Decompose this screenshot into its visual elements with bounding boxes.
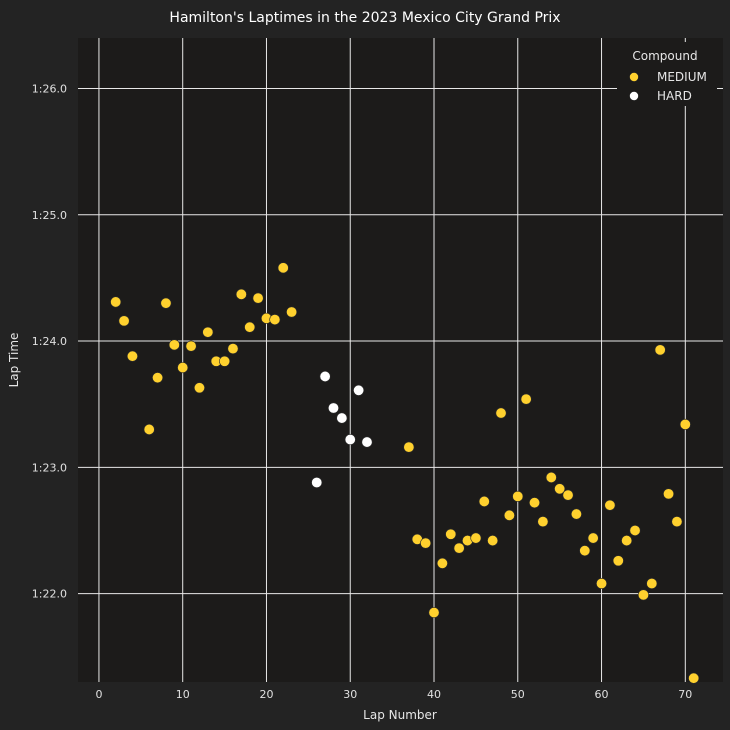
point-medium — [671, 516, 683, 528]
legend-label-medium: MEDIUM — [657, 70, 707, 84]
point-medium — [403, 441, 415, 453]
point-medium — [679, 418, 691, 430]
x-tick-label: 50 — [511, 688, 525, 701]
point-medium — [185, 340, 197, 352]
point-medium — [420, 537, 432, 549]
x-tick-label: 60 — [595, 688, 609, 701]
point-medium — [202, 326, 214, 338]
point-medium — [143, 423, 155, 435]
x-tick-label: 40 — [427, 688, 441, 701]
point-medium — [445, 528, 457, 540]
point-medium — [470, 532, 482, 544]
y-tick-labels: 1:22.0 1:23.0 1:24.0 1:25.0 1:26.0 — [32, 83, 67, 601]
point-medium — [177, 362, 189, 374]
point-medium — [152, 372, 164, 384]
point-medium — [637, 589, 649, 601]
point-medium — [554, 483, 566, 495]
y-tick-label: 1:22.0 — [32, 588, 67, 601]
point-medium — [537, 516, 549, 528]
point-hard — [361, 436, 373, 448]
point-medium — [110, 296, 122, 308]
point-medium — [688, 672, 700, 684]
point-medium — [235, 288, 247, 300]
y-axis-label: Lap Time — [7, 333, 21, 388]
point-medium — [227, 343, 239, 355]
x-axis-label: Lap Number — [363, 708, 437, 722]
point-medium — [629, 524, 641, 536]
point-hard — [319, 370, 331, 382]
point-medium — [428, 607, 440, 619]
plot-area — [78, 38, 723, 682]
point-medium — [604, 499, 616, 511]
point-medium — [126, 350, 138, 362]
x-tick-label: 30 — [343, 688, 357, 701]
y-tick-label: 1:25.0 — [32, 209, 67, 222]
point-medium — [118, 315, 130, 327]
chart-title: Hamilton's Laptimes in the 2023 Mexico C… — [169, 10, 560, 26]
point-medium — [587, 532, 599, 544]
point-medium — [219, 355, 231, 367]
point-medium — [621, 535, 633, 547]
point-medium — [654, 344, 666, 356]
legend-title: Compound — [632, 49, 697, 63]
point-medium — [596, 578, 608, 590]
y-tick-label: 1:26.0 — [32, 83, 67, 96]
point-medium — [503, 509, 515, 521]
point-medium — [252, 292, 264, 304]
x-tick-label: 70 — [678, 688, 692, 701]
legend: Compound MEDIUM HARD — [617, 42, 717, 106]
point-medium — [570, 508, 582, 520]
legend-marker-medium — [629, 72, 639, 82]
point-medium — [168, 339, 180, 351]
point-medium — [244, 321, 256, 333]
x-tick-label: 20 — [259, 688, 273, 701]
point-medium — [512, 490, 524, 502]
point-medium — [160, 297, 172, 309]
y-tick-label: 1:24.0 — [32, 335, 67, 348]
point-hard — [344, 434, 356, 446]
point-hard — [311, 476, 323, 488]
legend-marker-hard — [629, 91, 639, 101]
legend-label-hard: HARD — [657, 89, 692, 103]
point-medium — [487, 535, 499, 547]
point-medium — [269, 314, 281, 326]
point-hard — [336, 412, 348, 424]
point-medium — [529, 497, 541, 509]
point-medium — [436, 557, 448, 569]
point-hard — [327, 402, 339, 414]
point-medium — [520, 393, 532, 405]
y-tick-label: 1:23.0 — [32, 461, 67, 474]
point-medium — [646, 578, 658, 590]
point-hard — [353, 384, 365, 396]
point-medium — [562, 489, 574, 501]
point-medium — [478, 495, 490, 507]
x-tick-label: 0 — [95, 688, 102, 701]
x-tick-labels: 0 10 20 30 40 50 60 70 — [95, 688, 692, 701]
x-tick-label: 10 — [176, 688, 190, 701]
point-medium — [193, 382, 205, 394]
point-medium — [453, 542, 465, 554]
point-medium — [545, 471, 557, 483]
grid-lines — [78, 38, 723, 682]
point-medium — [277, 262, 289, 274]
point-medium — [286, 306, 298, 318]
point-medium — [663, 488, 675, 500]
point-medium — [579, 545, 591, 557]
point-medium — [612, 555, 624, 567]
data-points — [110, 262, 700, 684]
point-medium — [495, 407, 507, 419]
